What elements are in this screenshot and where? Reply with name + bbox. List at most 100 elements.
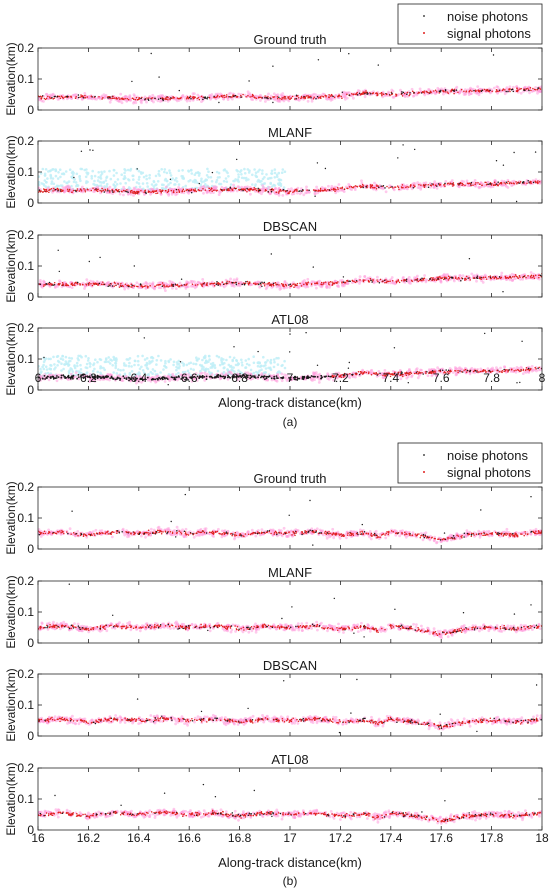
signal-photon	[517, 277, 519, 279]
band-point	[340, 279, 344, 282]
signal-photon	[281, 98, 283, 101]
haze-point	[49, 357, 52, 361]
signal-photon	[251, 189, 254, 191]
signal-photon	[435, 91, 438, 93]
signal-photon	[334, 190, 336, 192]
band-point	[513, 277, 516, 280]
band-point	[217, 189, 221, 193]
haze-point	[138, 175, 141, 179]
haze-point	[169, 358, 172, 361]
band-point	[315, 185, 318, 189]
band-point	[334, 191, 338, 195]
haze-point	[195, 358, 199, 362]
noise-photon	[402, 91, 405, 94]
noise-photon	[498, 275, 501, 278]
signal-photon	[523, 182, 525, 184]
noise-photon	[246, 187, 248, 190]
haze-point	[135, 181, 139, 184]
haze-point	[203, 368, 206, 372]
signal-photon	[74, 281, 77, 284]
subplot-title: MLANF	[268, 125, 312, 140]
haze-point	[151, 356, 155, 360]
haze-point	[240, 358, 243, 362]
haze-point	[208, 358, 211, 361]
signal-photon	[427, 183, 430, 186]
haze-point	[245, 362, 249, 366]
band-point	[85, 278, 89, 281]
signal-photon	[61, 282, 64, 284]
haze-point	[148, 176, 151, 180]
band-point	[164, 289, 167, 292]
band-point	[363, 275, 367, 278]
haze-point	[148, 362, 151, 365]
haze-point	[143, 358, 147, 361]
signal-photon	[362, 185, 365, 187]
signal-photon	[515, 181, 517, 183]
haze-point	[127, 358, 130, 361]
signal-photon	[387, 280, 390, 283]
haze-point	[169, 181, 172, 185]
noise-photon	[225, 282, 228, 284]
haze-point	[162, 368, 165, 371]
noise-photon	[342, 276, 345, 278]
band-point	[208, 94, 212, 97]
signal-photon	[314, 282, 316, 285]
signal-photon	[173, 191, 175, 194]
signal-photon	[146, 97, 148, 99]
band-point	[465, 179, 469, 183]
noise-photon	[150, 52, 152, 55]
band-point	[126, 188, 130, 192]
haze-point	[112, 183, 116, 187]
signal-photon	[385, 93, 388, 95]
haze-point	[141, 369, 145, 372]
haze-point	[104, 357, 108, 360]
signal-photon	[356, 280, 358, 283]
signal-photon	[364, 91, 366, 94]
haze-point	[199, 183, 202, 186]
haze-point	[256, 170, 260, 173]
band-point	[310, 99, 314, 103]
signal-photon	[102, 189, 105, 192]
haze-point	[258, 369, 261, 373]
haze-point	[115, 171, 118, 175]
haze-point	[109, 358, 112, 362]
signal-photon	[322, 96, 325, 98]
signal-photon	[53, 97, 55, 100]
signal-photon	[102, 281, 104, 283]
band-point	[325, 284, 329, 287]
signal-photon	[213, 282, 216, 284]
signal-photon	[478, 91, 481, 93]
haze-point	[157, 169, 161, 173]
signal-photon	[490, 184, 493, 186]
signal-photon	[417, 92, 419, 95]
haze-point	[200, 365, 203, 368]
signal-photon	[251, 93, 254, 96]
band-point	[246, 185, 249, 189]
signal-photon	[458, 184, 461, 186]
band-point	[534, 178, 538, 182]
band-point	[499, 274, 503, 277]
band-point	[296, 285, 300, 289]
haze-point	[62, 367, 65, 371]
band-point	[93, 189, 97, 193]
band-point	[360, 179, 363, 183]
signal-photon	[327, 188, 329, 191]
signal-photon	[384, 282, 386, 284]
haze-point	[187, 169, 190, 173]
signal-photon	[129, 190, 132, 192]
signal-photon	[312, 98, 315, 100]
band-point	[519, 277, 522, 281]
haze-point	[85, 181, 88, 185]
noise-photon	[492, 54, 495, 56]
signal-photon	[208, 187, 210, 189]
haze-point	[216, 176, 220, 179]
noise-photon	[144, 98, 146, 101]
signal-photon	[339, 187, 342, 189]
signal-photon	[361, 183, 364, 186]
noise-photon	[371, 281, 373, 283]
noise-photon	[377, 64, 379, 66]
haze-point	[187, 362, 191, 365]
signal-photon	[189, 189, 191, 192]
band-point	[281, 95, 284, 98]
signal-photon	[374, 186, 376, 189]
